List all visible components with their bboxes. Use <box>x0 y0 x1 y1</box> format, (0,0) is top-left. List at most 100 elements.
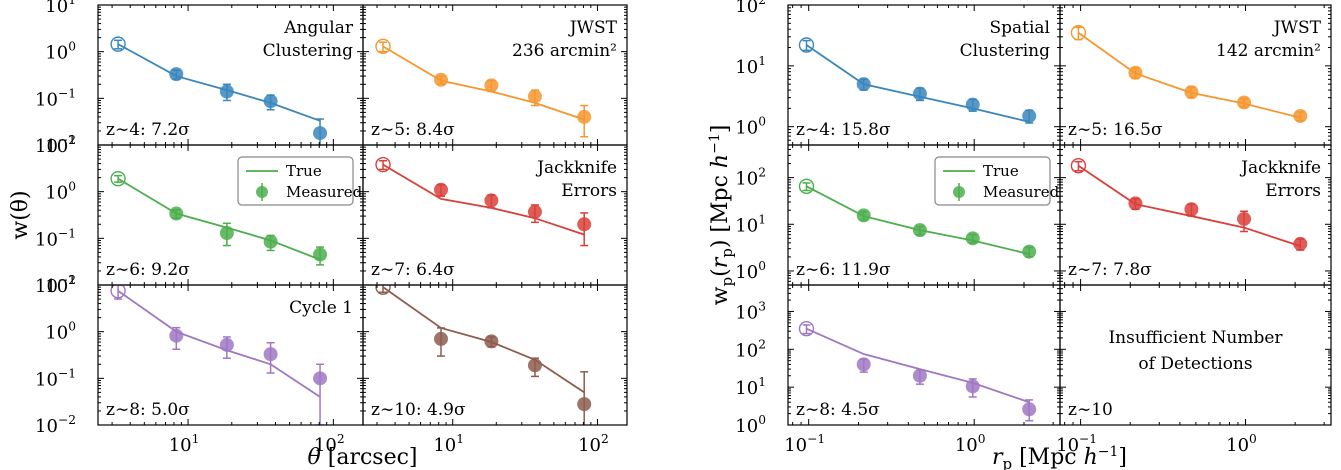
measured-point <box>1022 108 1037 123</box>
y-tick-label: 10−2 <box>35 273 76 297</box>
x-tick-label: 101 <box>169 432 200 456</box>
redshift-label: z∼7: 6.4σ <box>371 260 455 280</box>
redshift-label: z∼8: 4.5σ <box>796 400 880 420</box>
panel-content <box>375 285 592 425</box>
measured-point <box>484 193 499 208</box>
panel-annotation: of Detections <box>1138 354 1252 374</box>
measured-point <box>1293 236 1308 251</box>
measured-point <box>856 208 871 223</box>
measured-point <box>219 226 234 241</box>
y-tick-label: 10−2 <box>35 133 76 157</box>
y-tick-label: 10−2 <box>35 413 76 437</box>
redshift-label: z∼6: 9.2σ <box>106 260 190 280</box>
measured-point <box>577 397 592 412</box>
y-tick-label: 10−1 <box>35 366 76 390</box>
redshift-label: z∼6: 11.9σ <box>796 260 891 280</box>
measured-point <box>433 331 448 346</box>
measured-point <box>527 358 542 373</box>
y-tick-label: 100 <box>45 320 76 344</box>
measured-point-open <box>798 321 815 337</box>
measured-point <box>263 347 278 362</box>
y-tick-label: 101 <box>45 273 76 297</box>
measured-point <box>169 206 184 221</box>
y-tick-label: 103 <box>735 299 766 323</box>
panel-annotation: 142 arcmin² <box>1216 41 1321 61</box>
panel-content <box>375 156 592 247</box>
legend-label-measured: Measured <box>983 183 1060 201</box>
measured-point-open <box>798 37 815 53</box>
panel-annotation: Spatial <box>989 18 1050 38</box>
measured-point <box>484 334 499 349</box>
measured-point <box>527 89 542 104</box>
measured-point-open <box>375 156 391 173</box>
measured-point <box>313 126 328 141</box>
measured-point <box>577 217 592 232</box>
measured-point <box>1022 244 1037 259</box>
x-axis-label: θ [arcsec] <box>308 445 418 470</box>
x-tick-label: 10−1 <box>1056 432 1097 456</box>
y-tick-label: 100 <box>45 40 76 64</box>
measured-point <box>263 94 278 109</box>
y-tick-label: 100 <box>735 115 766 139</box>
redshift-label: z∼4: 7.2σ <box>106 120 190 140</box>
measured-point <box>856 77 871 92</box>
y-tick-label: 101 <box>45 133 76 157</box>
measured-point <box>965 97 980 112</box>
y-tick-label: 100 <box>735 413 766 437</box>
redshift-label: z∼10 <box>1068 400 1113 420</box>
measured-point <box>219 337 234 352</box>
panel-annotation: Errors <box>561 181 617 201</box>
redshift-label: z∼4: 15.8σ <box>796 120 891 140</box>
panel-annotation: Clustering <box>960 41 1051 61</box>
measured-point <box>1184 85 1199 100</box>
y-axis-label: wp(rp) [Mpc h−1] <box>707 125 736 306</box>
y-tick-label: 10−1 <box>35 86 76 110</box>
measured-point-open <box>110 36 126 52</box>
panel-annotation: Insufficient Number <box>1108 328 1283 348</box>
measured-point <box>1184 202 1199 217</box>
y-tick-label: 101 <box>735 54 766 78</box>
x-tick-label: 101 <box>433 432 464 456</box>
measured-point <box>912 368 927 383</box>
measured-point <box>313 247 328 262</box>
measured-point <box>856 357 871 372</box>
panel-annotation: JWST <box>568 18 618 38</box>
true-model-line <box>382 286 585 394</box>
redshift-label: z∼10: 4.9σ <box>371 400 466 420</box>
measured-point-open <box>375 285 391 295</box>
panel-frame <box>362 284 628 426</box>
panel-content <box>798 321 1037 422</box>
x-tick-label: 100 <box>955 432 986 456</box>
legend-label-true: True <box>286 162 322 180</box>
y-tick-label: 100 <box>45 180 76 204</box>
y-tick-label: 10−1 <box>35 226 76 250</box>
panel-annotation: Angular <box>283 18 354 38</box>
measured-point <box>1128 196 1143 211</box>
legend-label-true: True <box>983 162 1019 180</box>
panel-annotation: JWST <box>1272 18 1322 38</box>
panel-content <box>798 37 1037 124</box>
measured-point <box>313 371 328 386</box>
x-tick-label: 100 <box>1226 432 1257 456</box>
measured-point <box>1293 108 1308 123</box>
measured-point <box>912 223 927 238</box>
x-tick-label: 102 <box>314 432 345 456</box>
x-tick-label: 10−1 <box>784 432 825 456</box>
measured-point <box>169 328 184 343</box>
panel-content <box>110 170 328 266</box>
measured-point-open <box>110 285 126 299</box>
measured-point <box>965 231 980 246</box>
panel-annotation: Errors <box>1265 181 1321 201</box>
panel-annotation: Jackknife <box>535 158 617 178</box>
redshift-label: z∼5: 8.4σ <box>371 120 455 140</box>
measured-point <box>1128 65 1143 80</box>
measured-point <box>169 67 184 82</box>
measured-point-open <box>1070 158 1087 174</box>
panel-content <box>110 36 328 145</box>
measured-point <box>433 72 448 87</box>
panel-content <box>1070 25 1308 123</box>
measured-point-open <box>375 38 391 55</box>
redshift-label: z∼7: 7.8σ <box>1068 260 1152 280</box>
measured-point-open <box>1070 25 1087 41</box>
